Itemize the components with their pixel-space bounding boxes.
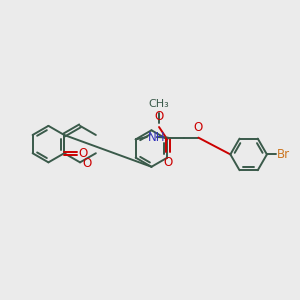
Text: O: O xyxy=(154,110,164,123)
Text: O: O xyxy=(82,157,91,170)
Text: NH: NH xyxy=(148,130,166,143)
Text: O: O xyxy=(194,121,203,134)
Text: O: O xyxy=(164,157,173,169)
Text: O: O xyxy=(79,147,88,160)
Text: CH₃: CH₃ xyxy=(149,99,170,110)
Text: Br: Br xyxy=(277,148,290,161)
